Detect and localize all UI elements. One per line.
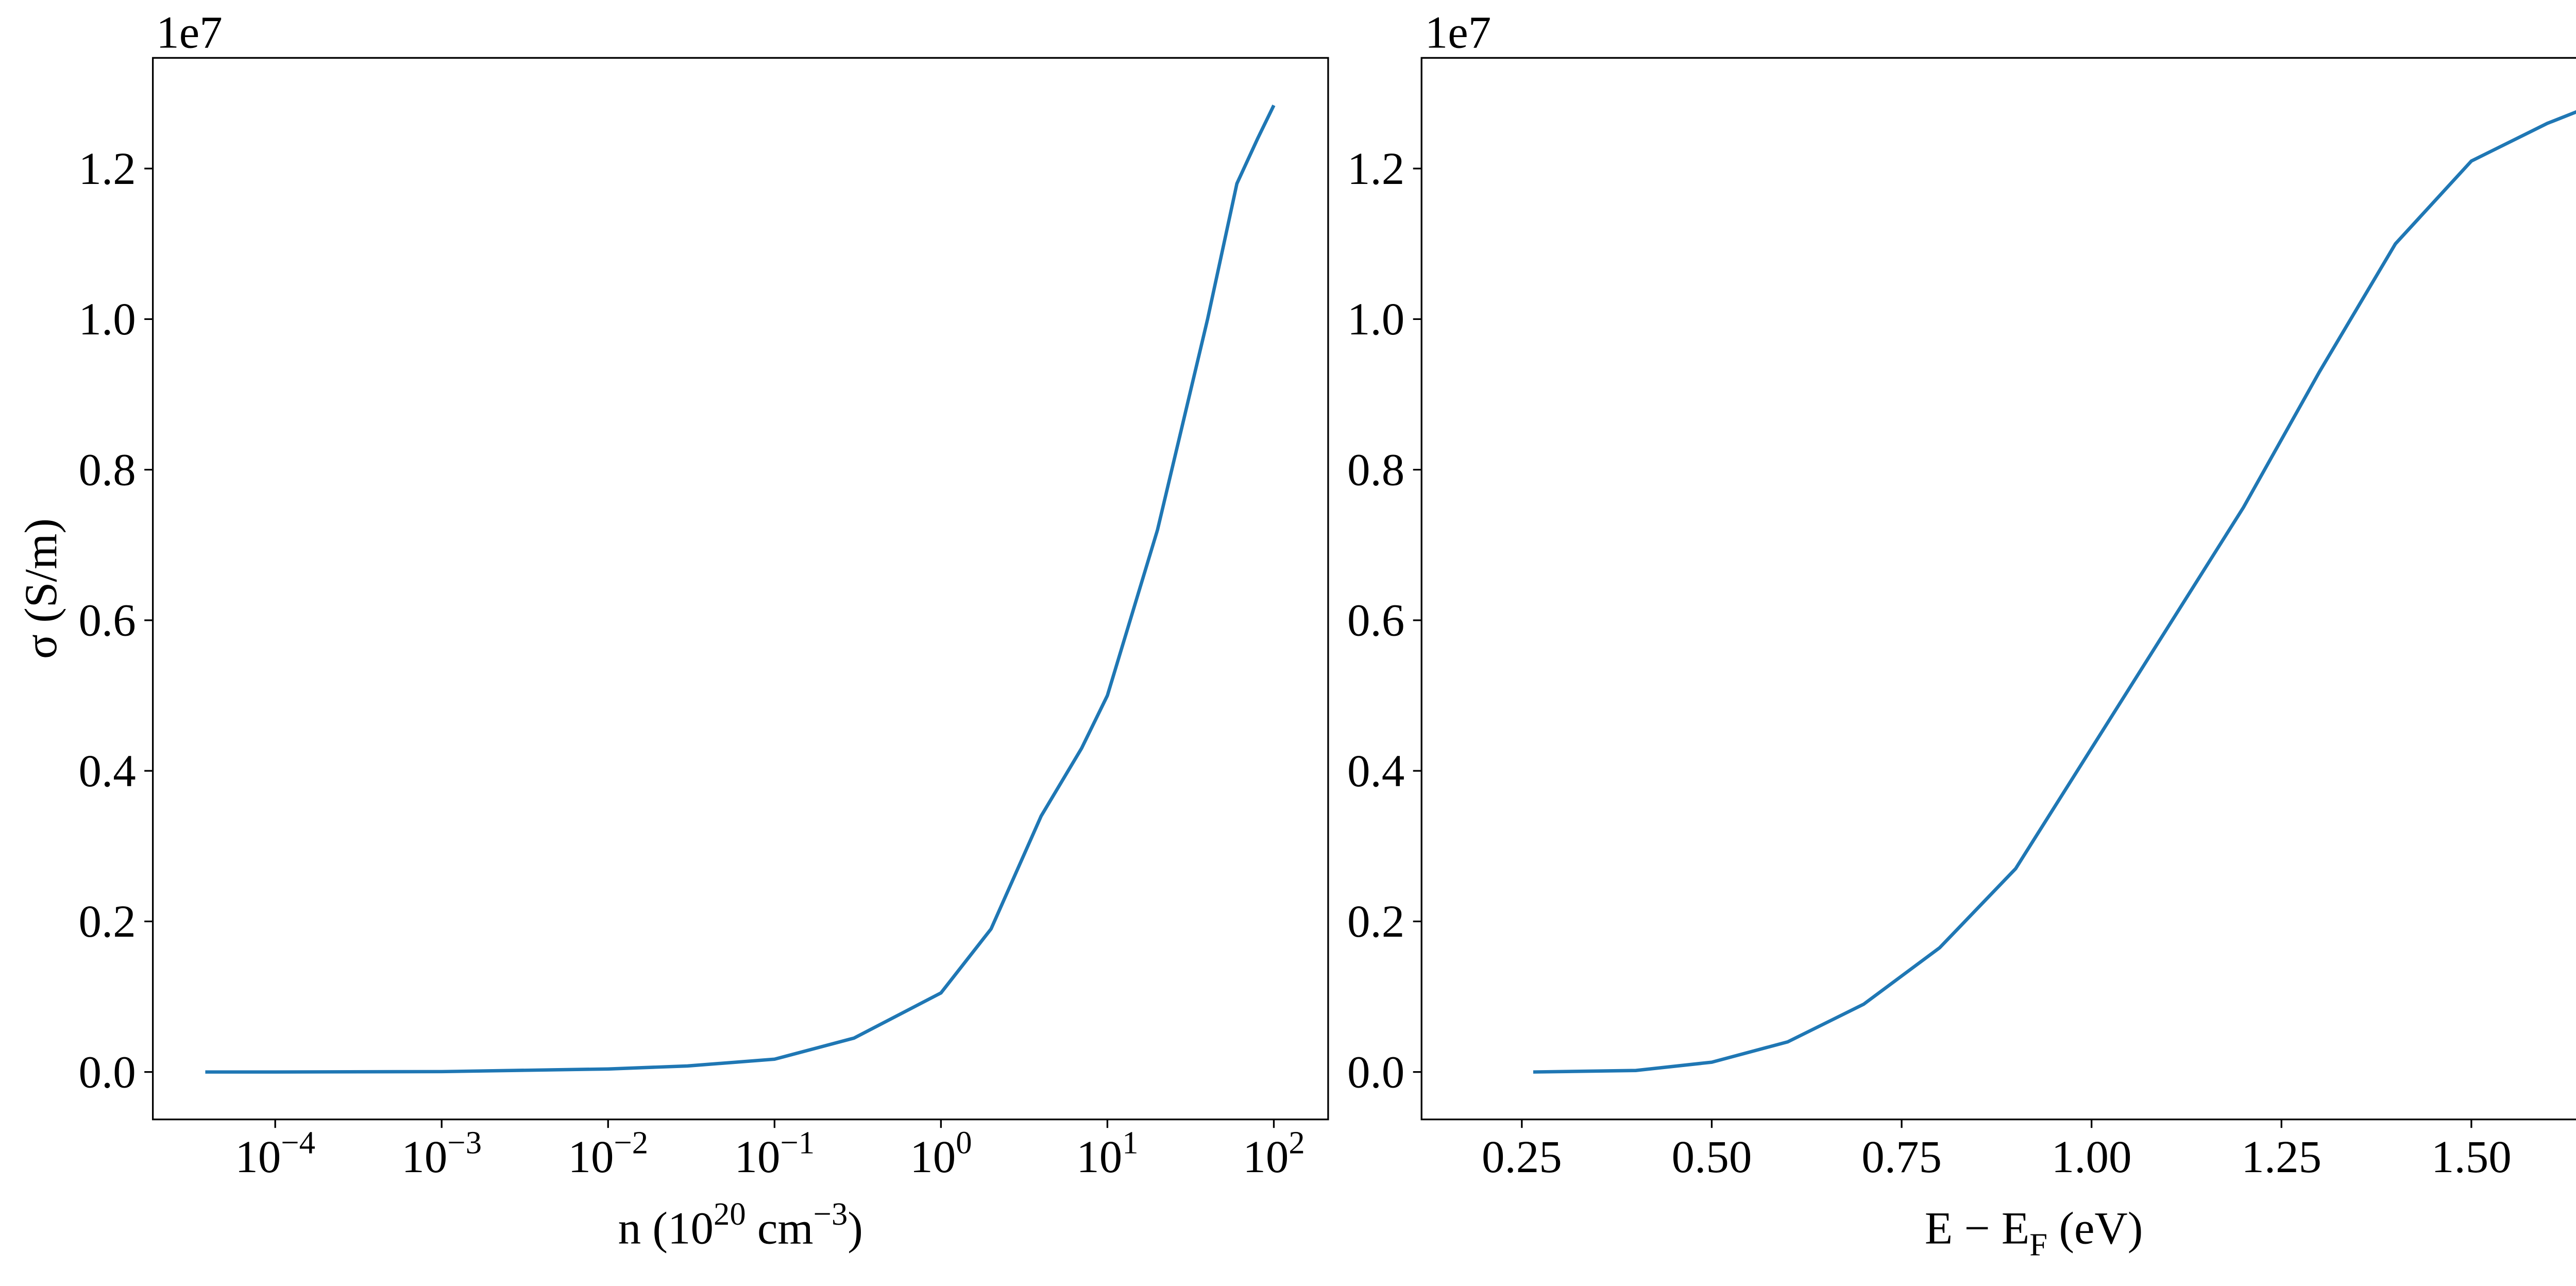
- x-tick-label: 100: [910, 1125, 972, 1182]
- y-tick-label: 0.2: [78, 896, 135, 947]
- y-axis-label: σ (S/m): [16, 518, 66, 659]
- y-tick-label: 0.2: [1347, 896, 1404, 947]
- x-axis-label: n (1020 cm−3): [618, 1196, 863, 1254]
- y-tick-label: 0.8: [78, 445, 135, 495]
- x-tick-label: 10−3: [401, 1125, 482, 1182]
- data-line: [1533, 110, 2576, 1074]
- x-tick-label: 102: [1243, 1125, 1304, 1182]
- y-tick-label: 1.0: [1347, 294, 1404, 345]
- y-tick-label: 0.0: [78, 1047, 135, 1097]
- x-tick-label: 101: [1076, 1125, 1138, 1182]
- y-tick-label: 0.6: [1347, 596, 1404, 646]
- y-tick-label: 1.2: [1347, 144, 1404, 194]
- x-tick-label: 10−4: [235, 1125, 315, 1182]
- x-tick-label: 0.75: [1861, 1132, 1942, 1182]
- x-tick-label: 0.25: [1482, 1132, 1562, 1182]
- y-tick-label: 0.6: [78, 596, 135, 646]
- y-tick-label: 0.4: [78, 746, 135, 797]
- y-tick-label: 0.8: [1347, 445, 1404, 495]
- y-tick-label: 0.4: [1347, 746, 1404, 797]
- x-tick-label: 1.00: [2052, 1132, 2132, 1182]
- y-tick-label: 1.2: [78, 144, 135, 194]
- offset-text: 1e7: [156, 8, 223, 58]
- x-axis-label: E − EF (eV): [1925, 1203, 2143, 1262]
- y-tick-label: 1.0: [78, 294, 135, 345]
- x-tick-label: 10−1: [735, 1125, 815, 1182]
- axes-frame: [1420, 57, 2576, 1121]
- offset-text: 1e7: [1425, 8, 1492, 58]
- data-line: [205, 104, 1276, 1074]
- x-tick-label: 1.50: [2431, 1132, 2512, 1182]
- x-tick-label: 0.50: [1672, 1132, 1752, 1182]
- x-tick-label: 1.25: [2241, 1132, 2321, 1182]
- x-tick-label: 10−2: [568, 1125, 648, 1182]
- axes-frame: [152, 57, 1329, 1121]
- y-tick-label: 0.0: [1347, 1047, 1404, 1097]
